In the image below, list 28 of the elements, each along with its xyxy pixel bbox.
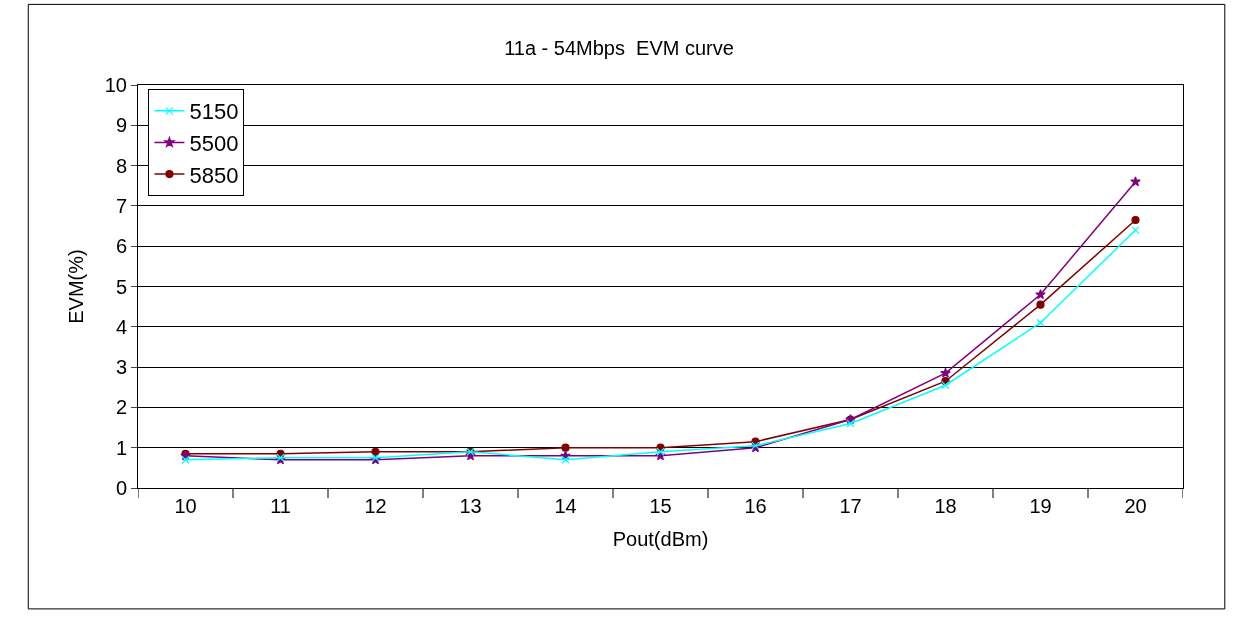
chart-title: 11a - 54Mbps EVM curve (504, 37, 734, 60)
x-tick-label: 18 (934, 495, 957, 517)
y-tick-label: 10 (104, 74, 127, 96)
x-tick-label: 14 (554, 495, 577, 517)
legend-label: 5150 (189, 99, 239, 125)
y-tick-label: 1 (115, 436, 127, 459)
x-tick-label: 19 (1029, 495, 1052, 517)
y-tick-label: 5 (115, 275, 127, 298)
x-tick-label: 20 (1124, 495, 1147, 517)
x-tick-label: 13 (459, 495, 482, 517)
x-tick-label: 15 (649, 495, 672, 517)
x-tick-label: 17 (839, 495, 862, 517)
legend-label: 5500 (189, 131, 239, 157)
x-axis-title: Pout(dBm) (612, 527, 709, 550)
y-tick-label: 8 (115, 154, 127, 177)
legend-label: 5850 (189, 162, 239, 188)
y-tick-label: 2 (115, 396, 127, 419)
y-tick-label: 9 (115, 114, 127, 137)
y-tick-label: 7 (115, 194, 127, 217)
y-tick-label: 4 (115, 315, 127, 338)
y-tick-label: 3 (115, 356, 127, 379)
x-tick-label: 10 (174, 495, 197, 517)
x-tick-label: 11 (270, 495, 291, 517)
x-tick-label: 16 (744, 495, 767, 517)
x-tick-label: 12 (364, 495, 387, 517)
y-tick-label: 6 (115, 235, 127, 258)
y-tick-label: 0 (115, 477, 127, 499)
y-axis-title: EVM(%) (65, 249, 88, 324)
